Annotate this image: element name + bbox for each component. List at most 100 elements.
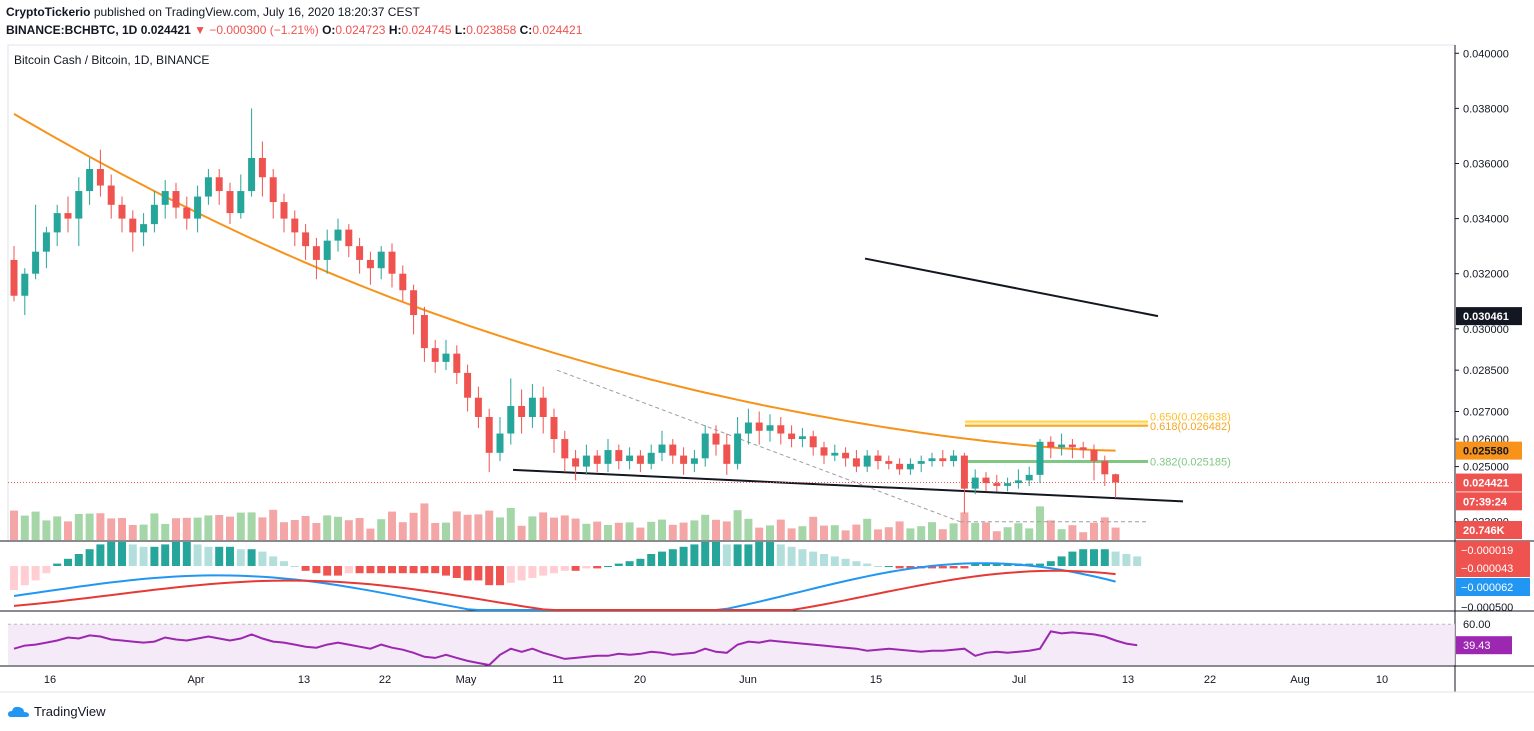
volume-bar (118, 518, 126, 540)
volume-bar (53, 516, 62, 540)
macd-histogram-bar (290, 566, 299, 567)
volume-bar (582, 523, 591, 540)
macd-histogram-bar (452, 566, 461, 578)
volume-bar (74, 514, 83, 540)
macd-histogram-bar (1100, 549, 1109, 566)
candle-body (842, 452, 850, 459)
volume-bar (150, 513, 159, 540)
candle-body (1004, 483, 1012, 486)
volume-bar (550, 517, 558, 540)
volume-bar (658, 519, 666, 540)
volume-bar (172, 518, 180, 540)
macd-histogram-bar (960, 566, 969, 569)
volume-bar (744, 518, 753, 540)
candle-body (1101, 461, 1109, 475)
macd-histogram-bar (852, 561, 861, 566)
candle-body (64, 213, 72, 219)
price-tick-label: 0.027000 (1463, 406, 1509, 418)
tradingview-footer[interactable]: TradingView (8, 704, 106, 719)
volume-bar (128, 525, 137, 540)
candle-body (161, 191, 169, 205)
volume-bar (830, 525, 839, 540)
macd-histogram-bar (204, 546, 213, 566)
volume-bar (722, 521, 731, 540)
candle-body (410, 290, 418, 316)
volume-bar (1111, 527, 1120, 540)
candle-body (431, 348, 439, 362)
volume-bar (895, 521, 904, 540)
axis-price-badge-label: 20.746K (1463, 525, 1505, 537)
volume-bar (1014, 523, 1023, 540)
volume-bar (863, 518, 872, 540)
volume-bar (312, 523, 321, 540)
macd-histogram-bar (226, 546, 234, 566)
symbol-name: BINANCE:BCHBTC, 1D (6, 23, 138, 37)
volume-bar (960, 512, 969, 540)
volume-bar (96, 513, 105, 540)
candle-body (874, 455, 882, 462)
axis-price-badge (1456, 307, 1522, 326)
macd-histogram-bar (582, 566, 591, 569)
candle-body (183, 207, 191, 219)
axis-price-badge (1456, 473, 1522, 492)
candle-body (690, 458, 698, 464)
candle-body (1079, 447, 1087, 451)
macd-histogram-bar (874, 566, 882, 567)
macd-histogram-bar (485, 566, 494, 586)
volume-bar (798, 526, 807, 540)
rsi-value-label: 39.43 (1463, 640, 1491, 652)
macd-histogram-bar (215, 546, 224, 566)
candle-body (248, 157, 256, 192)
support-trendline (512, 468, 1184, 503)
volume-bar (604, 525, 612, 540)
macd-histogram-bar (755, 542, 764, 566)
volume-bar (1025, 528, 1034, 540)
volume-bar (269, 509, 278, 540)
candle-body (1047, 441, 1055, 448)
macd-histogram-bar (118, 542, 126, 566)
tradingview-brand: TradingView (34, 704, 106, 719)
axis-price-badge (1456, 521, 1522, 539)
candle-body (366, 259, 374, 269)
macd-histogram-bar (161, 544, 170, 566)
volume-bar (938, 529, 947, 540)
macd-histogram-bar (42, 566, 51, 574)
candle-body (1112, 474, 1120, 483)
volume-bar (355, 518, 364, 540)
volume-bar (139, 524, 148, 540)
macd-histogram-bar (971, 563, 980, 566)
candle-body (863, 455, 871, 467)
candle-body (485, 417, 493, 453)
volume-bar (593, 521, 602, 540)
rsi-value-badge (1456, 636, 1512, 655)
volume-bar (733, 510, 742, 540)
candle-body (507, 405, 515, 434)
rsi-axis-label: 60.00 (1463, 619, 1491, 631)
candle-body (388, 251, 396, 274)
candle-body (647, 452, 655, 464)
macd-histogram-bar (1122, 554, 1131, 566)
candle-body (442, 353, 450, 362)
candle-body (561, 439, 569, 459)
publisher-name[interactable]: CryptoTickerio (6, 5, 91, 19)
macd-axis-label: −0.000043 (1461, 563, 1513, 575)
candle-body (712, 433, 720, 445)
macd-histogram-bar (701, 542, 710, 566)
rsi-band (8, 624, 1455, 665)
candle-body (626, 455, 634, 462)
volume-bar (377, 519, 386, 540)
macd-axis-label: −0.000019 (1461, 545, 1513, 557)
candle-body (518, 405, 526, 417)
macd-histogram-bar (280, 561, 288, 566)
volume-bar (301, 516, 310, 540)
volume-bar (1068, 525, 1077, 540)
candle-body (950, 455, 958, 462)
volume-bar (290, 520, 299, 540)
macd-histogram-bar (431, 566, 440, 574)
macd-histogram-bar (323, 566, 332, 576)
candle-body (75, 191, 83, 219)
macd-histogram-bar (982, 563, 990, 566)
macd-histogram-bar (150, 546, 159, 566)
moving-average-line (13, 113, 1116, 452)
